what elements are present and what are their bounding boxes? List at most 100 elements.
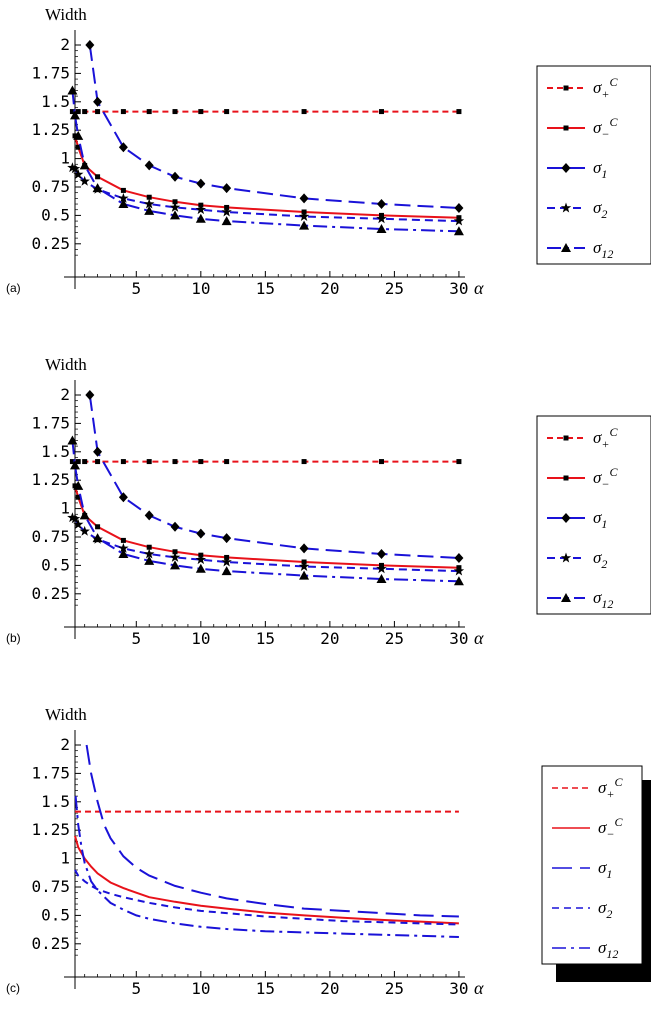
data-point	[75, 109, 81, 115]
data-point	[456, 459, 462, 465]
data-point	[224, 109, 230, 115]
chart-panel-0: Width 5 10 15 20 25 30 2 1.75 1.5 1.25 1 0.75 0.5 0.25…	[6, 5, 651, 298]
legend-label: σ12	[593, 238, 613, 261]
series-4	[67, 85, 464, 236]
data-point	[169, 551, 181, 562]
data-point	[299, 543, 309, 554]
data-point	[456, 109, 462, 115]
data-point	[73, 169, 84, 179]
data-point	[224, 459, 230, 465]
legend-label: σ+C	[593, 425, 619, 451]
y-tick-label: 1.5	[41, 792, 70, 811]
data-point	[79, 175, 90, 186]
y-tick-label: 1.5	[41, 442, 70, 461]
series-4	[67, 435, 464, 586]
data-point	[301, 109, 307, 115]
legend-label: σ12	[593, 588, 613, 611]
data-point	[69, 163, 81, 174]
data-point	[376, 549, 386, 560]
y-tick-label: 2	[60, 35, 70, 54]
data-point	[72, 483, 78, 489]
legend-marker	[561, 163, 571, 173]
data-point	[170, 171, 180, 182]
data-point	[453, 565, 465, 576]
data-point	[301, 459, 307, 465]
data-point	[118, 492, 128, 503]
chart-panel-1: Width 5 10 15 20 25 30 2 1.75 1.5 1.25 1 0.75 0.5 0.25…	[6, 355, 651, 648]
data-point	[376, 563, 387, 574]
data-point	[454, 203, 464, 214]
data-point	[298, 211, 310, 221]
legend-label: σ2	[593, 198, 607, 221]
series-3	[67, 162, 465, 226]
data-point	[95, 524, 101, 530]
y-tick-label: 1.75	[31, 763, 70, 782]
data-point	[70, 110, 80, 120]
y-tick-label: 0.75	[31, 877, 70, 896]
data-point	[376, 224, 387, 234]
data-point	[144, 510, 154, 521]
data-point	[72, 133, 78, 139]
data-point	[95, 109, 101, 115]
legend-marker	[561, 513, 571, 523]
series-1	[72, 483, 462, 571]
data-point	[196, 528, 206, 539]
data-point	[70, 460, 80, 470]
chart-panel-2: Width 5 10 15 20 25 30 2 1.75 1.5 1.25 1 0.75 0.5 0.25…	[6, 705, 651, 998]
data-point	[120, 109, 126, 115]
data-point	[299, 570, 310, 580]
data-point	[454, 553, 464, 564]
y-tick-label: 1.25	[31, 470, 70, 489]
legend: σ+C σ−C σ1 σ2 σ12	[536, 65, 651, 265]
series-line	[74, 835, 459, 925]
legend-label: σ1	[598, 858, 612, 881]
legend-marker	[563, 475, 569, 481]
x-axis-title: α	[474, 278, 484, 298]
data-point	[82, 109, 88, 115]
data-point	[143, 198, 155, 209]
y-tick-label: 0.75	[31, 527, 70, 546]
data-point	[67, 435, 78, 445]
data-point	[172, 459, 178, 465]
legend-box	[536, 415, 651, 615]
data-point	[453, 576, 464, 586]
data-point	[146, 459, 152, 465]
data-point	[143, 548, 155, 559]
data-point	[376, 213, 387, 224]
series-line	[74, 869, 459, 926]
panel-label: (a)	[6, 281, 21, 295]
data-point	[299, 220, 310, 230]
data-point	[195, 554, 207, 565]
data-point	[146, 109, 152, 115]
y-tick-label: 1.5	[41, 92, 70, 111]
legend: σ+C σ−C σ1 σ2 σ12	[541, 765, 651, 982]
x-axis-title: α	[474, 628, 484, 648]
legend-marker	[563, 85, 569, 91]
legend-box	[541, 765, 643, 965]
data-point	[299, 193, 309, 204]
legend-label: σ+C	[593, 75, 619, 101]
data-point	[378, 459, 384, 465]
y-tick-label: 1	[60, 849, 70, 868]
data-point	[144, 205, 155, 215]
x-tick-label: 5	[131, 279, 141, 298]
legend-label: σ−C	[593, 115, 619, 141]
y-tick-label: 1.75	[31, 413, 70, 432]
data-point	[92, 183, 103, 193]
data-point	[169, 201, 181, 212]
data-point	[195, 204, 207, 215]
data-point	[73, 519, 84, 529]
legend-label: σ−C	[598, 815, 624, 841]
data-point	[75, 494, 81, 500]
x-tick-label: 20	[320, 279, 339, 298]
x-tick-label: 15	[256, 629, 275, 648]
y-tick-label: 0.25	[31, 934, 70, 953]
legend: σ+C σ−C σ1 σ2 σ12	[536, 415, 651, 615]
data-point	[79, 160, 90, 170]
data-point	[221, 216, 232, 226]
legend-marker	[560, 552, 572, 563]
x-tick-label: 20	[320, 979, 339, 998]
data-point	[118, 142, 128, 153]
data-point	[69, 109, 75, 115]
data-point	[85, 390, 95, 400]
